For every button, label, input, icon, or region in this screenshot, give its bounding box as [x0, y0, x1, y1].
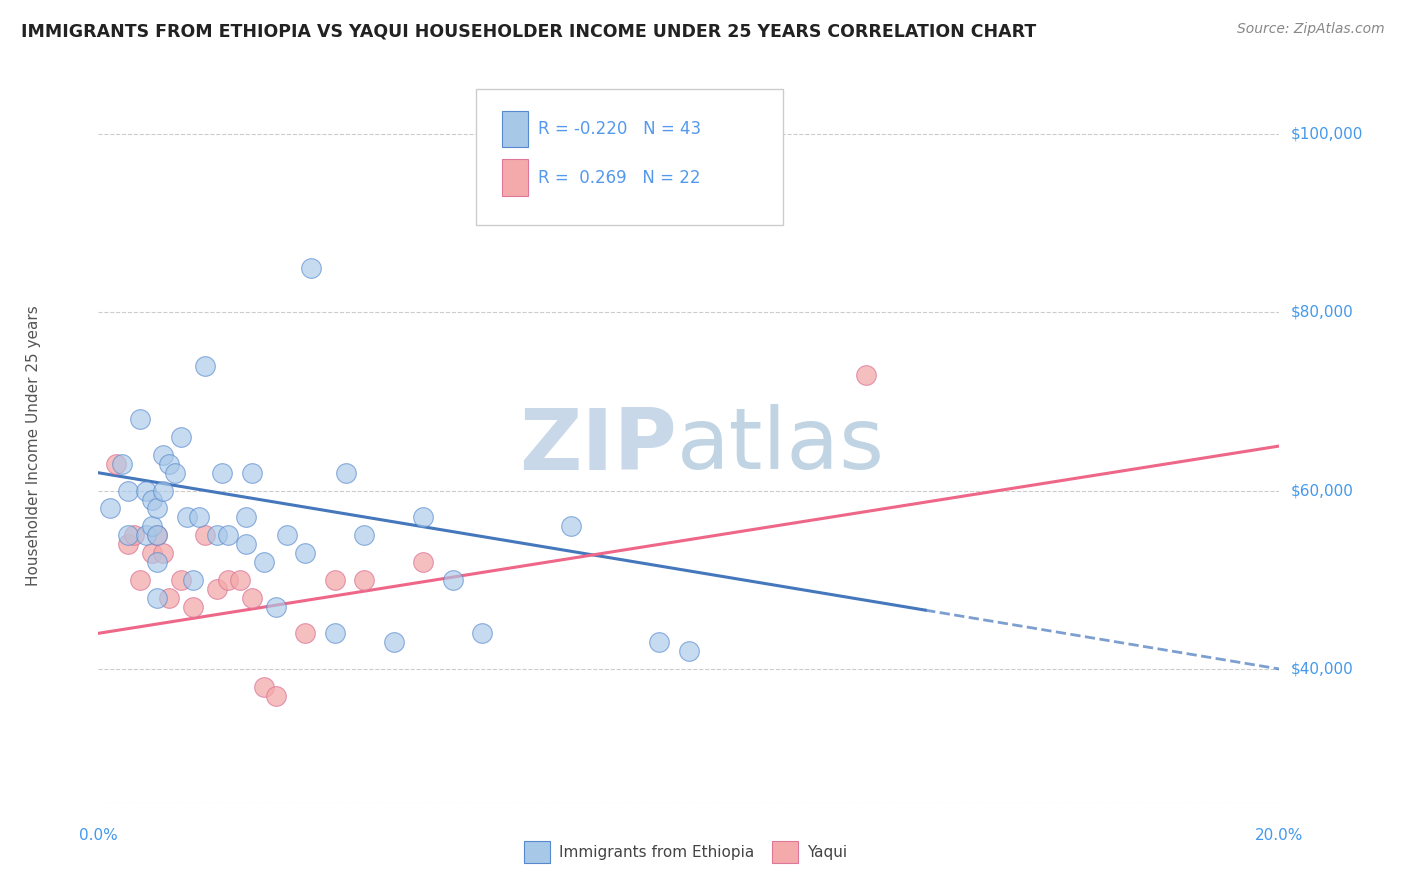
Point	[98, 501, 121, 516]
Point	[157, 591, 180, 605]
Point	[117, 537, 139, 551]
Point	[181, 573, 204, 587]
Point	[412, 555, 434, 569]
Point	[855, 368, 877, 382]
Point	[157, 457, 180, 471]
Point	[194, 528, 217, 542]
Text: 0.0%: 0.0%	[79, 828, 118, 843]
Point	[276, 528, 298, 542]
Point	[353, 573, 375, 587]
Point	[294, 626, 316, 640]
Point	[194, 359, 217, 373]
FancyBboxPatch shape	[523, 840, 550, 863]
Point	[170, 573, 193, 587]
Text: $60,000: $60,000	[1291, 483, 1354, 498]
Point	[205, 582, 228, 596]
Point	[128, 412, 150, 426]
Text: ZIP: ZIP	[519, 404, 678, 488]
Point	[299, 260, 322, 275]
Point	[323, 573, 346, 587]
Point	[235, 510, 257, 524]
Point	[253, 555, 276, 569]
Point	[412, 510, 434, 524]
Text: $80,000: $80,000	[1291, 305, 1354, 319]
Text: Immigrants from Ethiopia: Immigrants from Ethiopia	[560, 845, 754, 860]
Point	[240, 591, 263, 605]
Point	[170, 430, 193, 444]
Point	[648, 635, 671, 649]
Point	[217, 573, 239, 587]
Point	[141, 546, 163, 560]
Point	[240, 466, 263, 480]
Text: IMMIGRANTS FROM ETHIOPIA VS YAQUI HOUSEHOLDER INCOME UNDER 25 YEARS CORRELATION : IMMIGRANTS FROM ETHIOPIA VS YAQUI HOUSEH…	[21, 22, 1036, 40]
Point	[181, 599, 204, 614]
Text: R = -0.220   N = 43: R = -0.220 N = 43	[537, 120, 702, 138]
Point	[253, 680, 276, 694]
Point	[165, 466, 187, 480]
FancyBboxPatch shape	[772, 840, 797, 863]
Point	[382, 635, 405, 649]
Point	[217, 528, 239, 542]
Point	[264, 599, 287, 614]
Text: 20.0%: 20.0%	[1256, 828, 1303, 843]
Point	[205, 528, 228, 542]
Point	[353, 528, 375, 542]
FancyBboxPatch shape	[477, 89, 783, 225]
Point	[294, 546, 316, 560]
Point	[152, 448, 174, 462]
Point	[105, 457, 128, 471]
Point	[146, 555, 169, 569]
FancyBboxPatch shape	[502, 160, 529, 196]
Point	[235, 537, 257, 551]
Point	[135, 528, 157, 542]
Point	[229, 573, 252, 587]
Point	[111, 457, 134, 471]
Text: $40,000: $40,000	[1291, 662, 1354, 676]
Point	[122, 528, 145, 542]
Text: Householder Income Under 25 years: Householder Income Under 25 years	[25, 306, 41, 586]
Point	[146, 591, 169, 605]
FancyBboxPatch shape	[502, 111, 529, 147]
Text: $100,000: $100,000	[1291, 127, 1362, 141]
Text: Yaqui: Yaqui	[807, 845, 848, 860]
Point	[560, 519, 582, 533]
Point	[128, 573, 150, 587]
Point	[335, 466, 357, 480]
Point	[471, 626, 494, 640]
Point	[141, 519, 163, 533]
Point	[146, 528, 169, 542]
Point	[211, 466, 233, 480]
Point	[264, 689, 287, 703]
Text: R =  0.269   N = 22: R = 0.269 N = 22	[537, 169, 700, 186]
Point	[152, 483, 174, 498]
Point	[441, 573, 464, 587]
Point	[117, 483, 139, 498]
Point	[187, 510, 209, 524]
Point	[135, 483, 157, 498]
Point	[323, 626, 346, 640]
Point	[117, 528, 139, 542]
Point	[176, 510, 198, 524]
Point	[146, 501, 169, 516]
Point	[146, 528, 169, 542]
Point	[152, 546, 174, 560]
Point	[141, 492, 163, 507]
Text: atlas: atlas	[678, 404, 886, 488]
Point	[678, 644, 700, 658]
Text: Source: ZipAtlas.com: Source: ZipAtlas.com	[1237, 22, 1385, 37]
